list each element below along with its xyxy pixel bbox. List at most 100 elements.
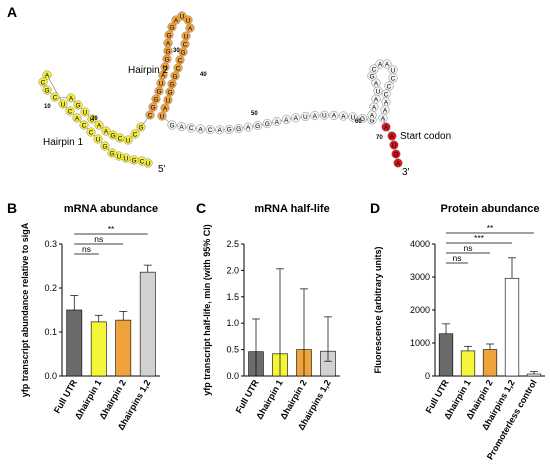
svg-text:U: U [96,136,101,143]
svg-text:G: G [227,127,232,134]
nucleotide-h1-5: G [107,148,117,158]
nucleotide-h1-9: C [79,120,89,130]
nucleotide-linker-15: A [310,111,320,121]
svg-text:G: G [393,151,398,158]
nucleotide-h2-9: A [163,38,173,48]
nucleotide-h2-24: U [163,95,173,105]
nucleotide-start-4: A [393,158,403,168]
svg-text:A: A [294,115,299,122]
nucleotide-start-0: A [381,122,391,132]
svg-text:U: U [90,116,95,123]
svg-text:A: A [97,122,102,129]
nucleotide-h1-21: A [94,120,104,130]
nucleotide-linker-4: C [205,125,215,135]
svg-text:U: U [376,88,381,95]
svg-text:G: G [169,81,174,88]
nucleotide-h3-3: U [373,86,383,96]
svg-text:C: C [183,41,188,48]
svg-text:C: C [118,135,123,142]
svg-text:C: C [208,127,213,134]
nucleotide-linker-20: G [357,113,368,124]
nucleotide-linker-0: G [167,120,177,130]
svg-text:U: U [124,155,129,162]
svg-text:A: A [332,113,337,120]
svg-text:U: U [83,109,88,116]
nucleotide-linker-6: G [224,124,234,134]
svg-text:A: A [174,17,179,24]
nucleotide-h1-1: C [137,156,147,166]
svg-text:G: G [369,117,374,124]
svg-text:C: C [89,129,94,136]
svg-text:A: A [374,80,379,87]
svg-text:C: C [68,108,73,115]
svg-text:G: G [44,87,49,94]
y-tick-label: 0.0 [44,371,57,381]
svg-text:U: U [160,113,165,120]
svg-text:A: A [383,107,388,114]
chart-mrna-abundance: mRNA abundance yfp transcript abundance r… [20,203,160,432]
svg-text:C: C [178,57,183,64]
panel-letter-d: D [370,200,380,216]
svg-text:A: A [385,61,390,68]
nucleotide-h3-13: A [381,97,391,107]
y-tick-label: 0 [425,371,430,381]
bar-0 [438,333,454,377]
nucleotide-linker-10: G [262,118,272,129]
significance-label-0: ns [453,253,462,263]
nucleotide-linker-12: A [281,114,291,125]
svg-text:C: C [82,122,87,129]
nucleotide-h2-22: G [167,79,177,89]
chart-mrna-half-life: mRNA half-life yfp transcript half-life, … [202,203,340,432]
significance-label-3: ** [487,223,494,233]
svg-text:C: C [189,125,194,132]
position-number-50: 50 [251,111,258,117]
svg-text:A: A [396,160,401,167]
bar-0 [66,309,83,377]
svg-text:G: G [169,122,174,129]
nucleotide-h2-16: U [181,31,191,41]
y-axis-label: yfp transcript abundance relative to sig… [20,222,30,397]
nucleotide-h1-20: U [87,114,97,124]
y-tick-label: 2.5 [226,239,239,249]
nucleotide-h1-13: A [42,70,52,80]
nucleotide-h3-0: A [367,110,377,120]
svg-text:U: U [322,113,327,120]
panel-letter-b: B [7,200,17,216]
hairpin1-label: Hairpin 1 [43,137,83,148]
nucleotide-h2-11: G [167,22,177,32]
svg-text:A: A [179,124,184,131]
y-tick-label: 0.2 [44,283,57,293]
svg-text:A: A [166,40,171,47]
svg-text:U: U [61,101,66,108]
svg-text:G: G [110,132,115,139]
svg-text:C: C [372,66,377,73]
y-tick-label: 2000 [410,305,430,315]
svg-text:G: G [153,96,158,103]
svg-text:A: A [75,115,80,122]
svg-text:G: G [172,73,177,80]
nucleotide-h3-14: A [380,105,390,115]
nucleotide-h1-8: C [86,127,96,137]
nucleotide-h2-2: G [151,94,161,104]
nucleotide-h1-24: C [115,133,125,143]
svg-text:U: U [159,80,164,87]
position-number-30: 30 [173,48,180,54]
bar-1 [460,350,476,377]
svg-text:C: C [53,94,58,101]
three-prime-label: 3' [402,167,410,178]
bar-3 [504,278,520,377]
category-label-0: Full UTR [52,378,79,415]
svg-text:A: A [275,119,280,126]
y-tick-label: 4000 [410,239,430,249]
svg-text:C: C [387,83,392,90]
svg-text:G: G [265,121,270,128]
svg-text:C: C [176,65,181,72]
svg-text:A: A [390,133,395,140]
nucleotide-linker-11: A [272,116,282,127]
nucleotide-h2-23: G [165,87,175,97]
svg-text:A: A [188,25,193,32]
svg-text:G: G [169,24,174,31]
nucleotide-h1-19: U [80,107,90,117]
bar-2 [115,319,132,377]
bar-4 [526,373,542,377]
